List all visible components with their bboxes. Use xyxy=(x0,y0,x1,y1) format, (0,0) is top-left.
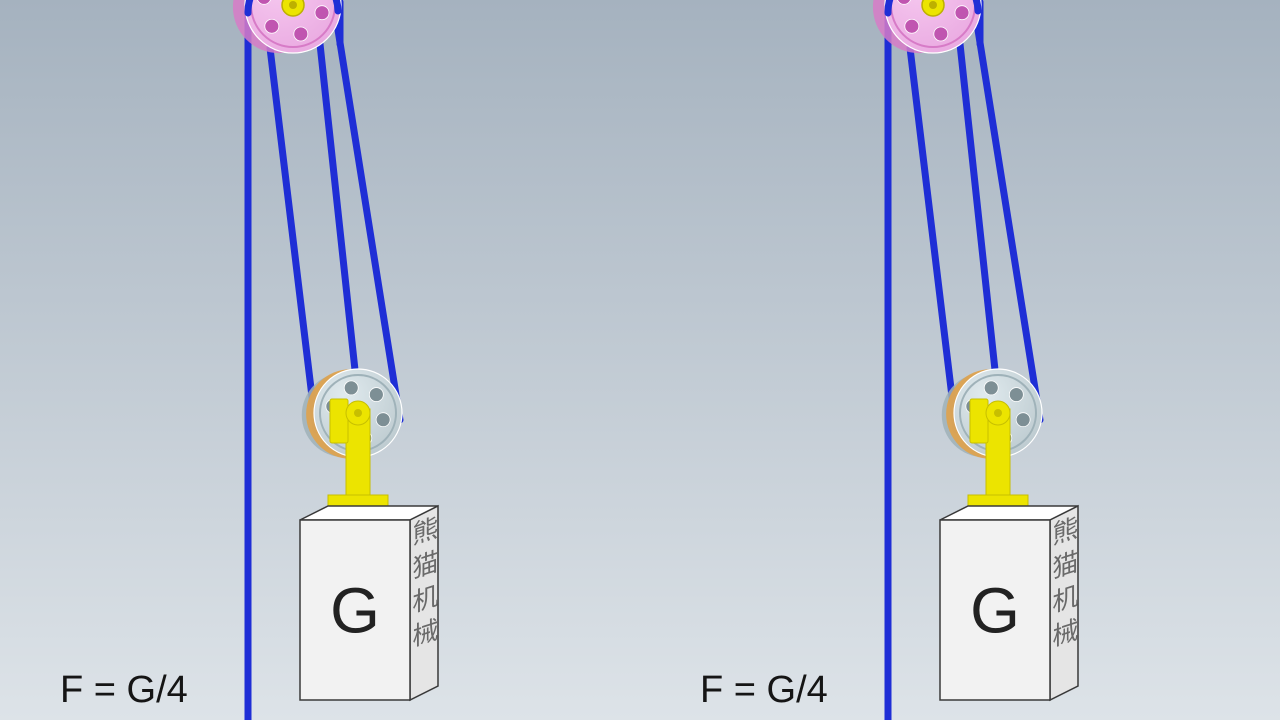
weight-block: G熊猫机械 xyxy=(300,506,439,700)
block-label: G xyxy=(330,574,380,646)
formula-label: F = G/4 xyxy=(700,669,828,711)
pulley-panel: G熊猫机械 F = G/4 xyxy=(640,0,1280,720)
pulley-diagram: G熊猫机械 F = G/4 G熊猫机械 F = G/4 xyxy=(0,0,1280,720)
weight-block: G熊猫机械 xyxy=(940,506,1079,700)
diagram-stage: G熊猫机械 F = G/4 G熊猫机械 F = G/4 xyxy=(0,0,1280,720)
formula-label: F = G/4 xyxy=(60,669,188,711)
pulley-panel: G熊猫机械 F = G/4 xyxy=(0,0,640,720)
block-label: G xyxy=(970,574,1020,646)
